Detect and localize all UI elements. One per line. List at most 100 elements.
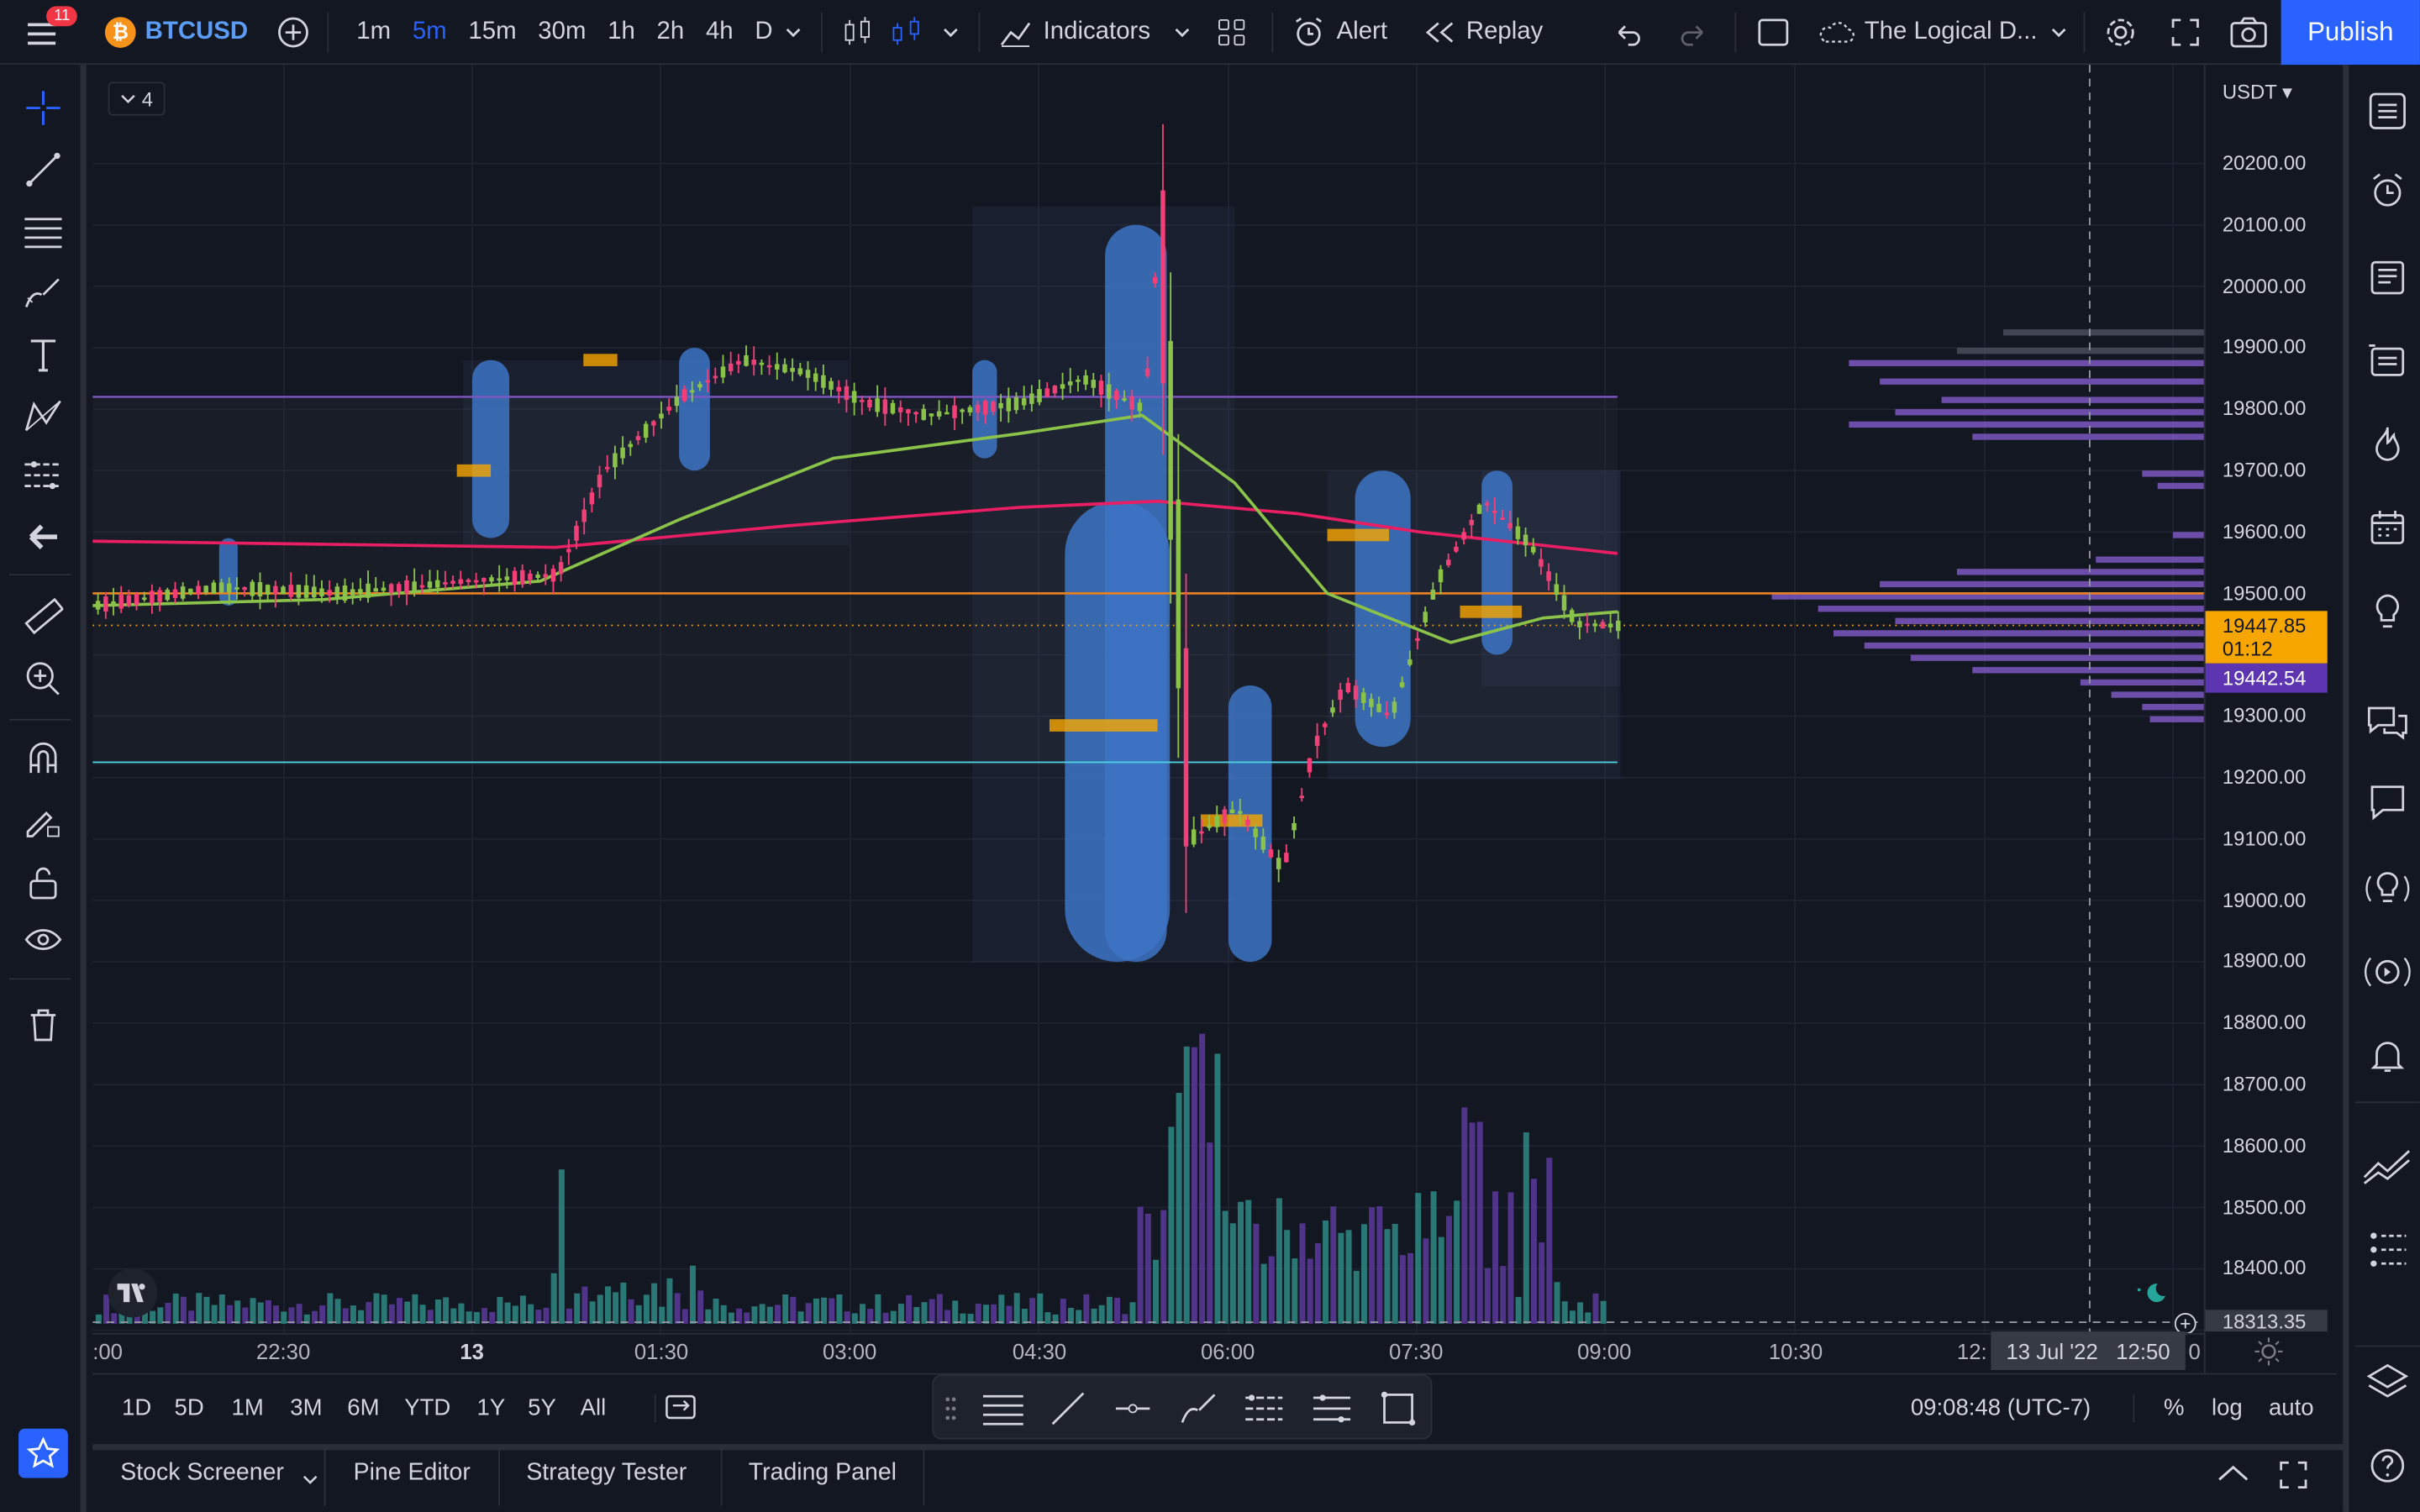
goto-date-button[interactable]	[664, 1392, 697, 1431]
timezone-settings-button[interactable]	[2254, 1336, 2285, 1375]
drag-handle-icon[interactable]	[943, 1394, 958, 1430]
layout-name-button[interactable]: The Logical D...	[1815, 0, 2068, 64]
currency-select[interactable]: USDT ▾	[2222, 80, 2293, 104]
alarm-clock-icon	[1296, 16, 1322, 45]
calendar-button[interactable]	[2355, 500, 2420, 555]
settings-button[interactable]	[2102, 0, 2139, 64]
symbol-search[interactable]: ₿ BTCUSD	[104, 0, 248, 64]
range-3m[interactable]: 3M	[290, 1394, 323, 1421]
clock[interactable]: 09:08:48 (UTC-7)	[1910, 1394, 2091, 1421]
fav-price-range-tool[interactable]	[1310, 1389, 1353, 1436]
auto-scale-toggle[interactable]: auto	[2268, 1394, 2314, 1421]
replay-button[interactable]: Replay	[1423, 0, 1543, 64]
news-button[interactable]	[2355, 250, 2420, 306]
streams-button[interactable]	[2355, 944, 2420, 1000]
object-tree-button[interactable]	[2355, 1222, 2420, 1278]
pattern-tool[interactable]	[13, 392, 74, 442]
candle-body	[157, 590, 162, 602]
redo-button[interactable]	[1676, 0, 1710, 64]
range-ytd[interactable]: YTD	[404, 1394, 451, 1421]
interval-dropdown[interactable]	[784, 0, 802, 64]
time-axis[interactable]	[92, 1332, 2204, 1373]
interval-4h[interactable]: 4h	[705, 18, 734, 45]
interval-1h[interactable]: 1h	[608, 18, 635, 45]
candle-body	[1438, 569, 1444, 583]
remove-drawings-tool[interactable]	[13, 1000, 74, 1049]
range-5y[interactable]: 5Y	[528, 1394, 556, 1421]
alert-button[interactable]: Alert	[1290, 0, 1387, 64]
alerts-button[interactable]	[2355, 164, 2420, 219]
hide-toolbar-button[interactable]	[13, 512, 74, 562]
range-5d[interactable]: 5D	[174, 1394, 204, 1421]
price-axis[interactable]	[2203, 65, 2343, 1373]
watchlist-favorites-button[interactable]	[18, 1428, 68, 1478]
interval-2h[interactable]: 2h	[656, 18, 685, 45]
tradingview-logo[interactable]	[108, 1268, 158, 1318]
tab-pine-editor[interactable]: Pine Editor	[354, 1460, 471, 1488]
percent-scale-toggle[interactable]: %	[2164, 1394, 2185, 1421]
undo-button[interactable]	[1612, 0, 1645, 64]
trendline-tool[interactable]	[13, 145, 74, 195]
fav-brush-tool[interactable]	[1177, 1389, 1220, 1436]
menu-button[interactable]: 11	[24, 0, 78, 64]
snapshot-button[interactable]	[2228, 0, 2269, 64]
magnet-tool[interactable]	[13, 734, 74, 784]
chart-type-button[interactable]	[889, 0, 926, 64]
fib-tool[interactable]	[13, 207, 74, 256]
help-button[interactable]	[2355, 1438, 2420, 1494]
candle-body	[720, 366, 726, 378]
fav-horizontal-ray-tool[interactable]	[1113, 1389, 1153, 1436]
ideas-button[interactable]	[2355, 583, 2420, 638]
prediction-tool[interactable]	[13, 450, 74, 500]
range-1d[interactable]: 1D	[122, 1394, 152, 1421]
indicators-dropdown[interactable]	[1173, 0, 1192, 64]
publish-button[interactable]: Publish	[2281, 0, 2420, 66]
hide-drawings-tool[interactable]	[13, 916, 74, 966]
log-scale-toggle[interactable]: log	[2211, 1394, 2243, 1421]
idea-stream-button[interactable]	[2355, 861, 2420, 916]
hotlists-button[interactable]	[2355, 417, 2420, 472]
fav-fib-tool[interactable]	[980, 1389, 1026, 1436]
layout-select-button[interactable]	[1756, 0, 1790, 64]
stock-screener-dropdown[interactable]	[302, 1466, 318, 1494]
fav-rectangle-tool[interactable]	[1378, 1389, 1418, 1436]
data-window-button[interactable]	[2355, 333, 2420, 389]
interval-5m[interactable]: 5m	[412, 18, 447, 45]
bar-style-button[interactable]	[839, 0, 876, 64]
zoom-tool[interactable]	[13, 654, 74, 704]
crosshair-tool[interactable]	[13, 83, 74, 133]
chats-button[interactable]	[2355, 695, 2420, 750]
interval-15m[interactable]: 15m	[468, 18, 517, 45]
brush-tool[interactable]	[13, 269, 74, 318]
indicators-button[interactable]: Indicators	[997, 0, 1150, 64]
range-1y[interactable]: 1Y	[476, 1394, 506, 1421]
fullscreen-button[interactable]	[2169, 0, 2202, 64]
fav-parallel-channel-tool[interactable]	[1243, 1389, 1286, 1436]
fav-trendline-tool[interactable]	[1048, 1389, 1088, 1436]
watchlist-button[interactable]	[2355, 83, 2420, 139]
layers-button[interactable]	[2355, 1355, 2420, 1410]
maximize-panel-button[interactable]	[2278, 1460, 2309, 1499]
templates-button[interactable]	[1213, 0, 1250, 64]
chart-type-dropdown[interactable]	[941, 0, 960, 64]
tab-stock-screener[interactable]: Stock Screener	[120, 1460, 284, 1488]
tab-trading-panel[interactable]: Trading Panel	[749, 1460, 897, 1488]
range-1m[interactable]: 1M	[231, 1394, 264, 1421]
range-all[interactable]: All	[580, 1394, 607, 1421]
collapse-panel-button[interactable]	[2217, 1462, 2250, 1492]
interval-D[interactable]: D	[755, 18, 773, 45]
messages-button[interactable]	[2355, 774, 2420, 830]
compare-button[interactable]	[275, 0, 312, 64]
interval-1m[interactable]: 1m	[356, 18, 392, 45]
legend-toggle[interactable]: 4	[108, 81, 166, 116]
lock-drawings-tool[interactable]	[13, 858, 74, 907]
stay-in-drawing-tool[interactable]	[13, 796, 74, 846]
text-tool[interactable]	[13, 330, 74, 380]
notifications-button[interactable]	[2355, 1027, 2420, 1083]
tab-strategy-tester[interactable]: Strategy Tester	[526, 1460, 687, 1488]
range-6m[interactable]: 6M	[347, 1394, 380, 1421]
ruler-tool[interactable]	[13, 592, 74, 642]
interval-30m[interactable]: 30m	[538, 18, 587, 45]
trading-panel-button[interactable]	[2355, 1138, 2420, 1194]
chart-canvas[interactable]	[92, 65, 2337, 1373]
